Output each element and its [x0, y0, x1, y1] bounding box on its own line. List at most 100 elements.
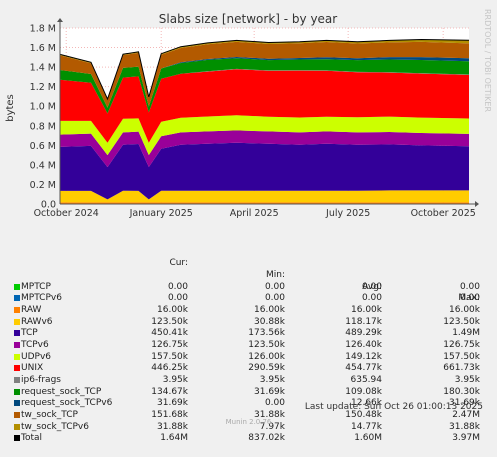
legend-min-value: 30.88k: [254, 316, 285, 327]
legend-header: Cur: Min: Avg: Max:: [14, 246, 490, 303]
legend-row: Total 1.64M 837.02k 1.60M 3.97M: [14, 433, 490, 445]
legend-cur-value: 3.95k: [162, 375, 188, 385]
chart-title: Slabs size [network] - by year: [159, 12, 337, 26]
legend-row: ip6-frags 3.95k 3.95k 635.94 3.95k: [14, 375, 490, 387]
area-tw-sock-tcp: [60, 41, 469, 108]
x-tick-label: October 2025: [411, 208, 476, 219]
legend-row: RAW 16.00k 16.00k 16.00k 16.00k: [14, 305, 490, 317]
legend-series-name: TCP: [21, 328, 38, 339]
legend-series-name: request_sock_TCP: [21, 386, 102, 397]
legend-series-name: TCPv6: [21, 339, 49, 350]
y-tick-label: 1.4 M: [30, 63, 56, 74]
legend-series-name: request_sock_TCPv6: [21, 398, 113, 409]
legend: Cur: Min: Avg: Max: MPTCP 0.00 0.00 0.00 0.0…: [14, 223, 490, 457]
legend-swatch: [14, 412, 20, 419]
legend-min-value: 0.00: [264, 293, 285, 304]
legend-avg-value: 0.00: [361, 281, 382, 292]
legend-row: MPTCPv6 0.00 0.00 0.00 0.00: [14, 293, 490, 305]
legend-max-value: 1.49M: [452, 328, 480, 339]
y-axis-arrow: [57, 18, 63, 22]
y-tick-label: 1.2 M: [30, 82, 56, 93]
legend-cur-value: 134.67k: [151, 386, 188, 397]
legend-max-value: 31.88k: [449, 421, 480, 432]
legend-swatch: [14, 365, 20, 372]
legend-max-value: 126.75k: [443, 339, 480, 350]
legend-avg-value: 126.40k: [345, 339, 382, 350]
legend-swatch: [14, 318, 20, 325]
legend-series-name: tw_sock_TCPv6: [21, 421, 89, 432]
legend-avg-value: 12.66k: [351, 398, 382, 409]
legend-avg-value: 118.17k: [345, 316, 382, 327]
x-tick-label: January 2025: [129, 208, 193, 219]
legend-row: UDPv6 157.50k 126.00k 149.12k 157.50k: [14, 352, 490, 364]
legend-max-value: 157.50k: [443, 351, 480, 362]
legend-min-value: 3.95k: [259, 375, 285, 385]
legend-cur-value: 0.00: [167, 281, 188, 292]
rrdtool-side-label: RRDTOOL / TOBI OETIKER: [483, 9, 492, 112]
legend-avg-value: 489.29k: [345, 328, 382, 339]
y-tick-label: 0.4 M: [30, 160, 56, 171]
area-udpv6: [60, 115, 469, 156]
legend-swatch: [14, 423, 20, 430]
x-tick-label: April 2025: [230, 208, 279, 219]
legend-max-value: 180.30k: [443, 386, 480, 397]
legend-max-value: 2.47M: [452, 410, 480, 421]
legend-cur-value: 0.00: [167, 293, 188, 304]
legend-min-value: 31.69k: [254, 386, 285, 397]
y-tick-label: 0.8 M: [30, 121, 56, 132]
legend-avg-value: 109.08k: [345, 386, 382, 397]
legend-row: tw_sock_TCPv6 31.88k 7.97k 14.77k 31.88k: [14, 422, 490, 434]
legend-max-value: 661.73k: [443, 363, 480, 374]
y-tick-label: 1.8 M: [30, 24, 56, 35]
x-tick-label: July 2025: [325, 208, 370, 219]
legend-max-value: 31.69k: [449, 398, 480, 409]
legend-cur-value: 446.25k: [151, 363, 188, 374]
munin-version: Munin 2.0.76: [225, 418, 272, 426]
y-tick-label: 1.0 M: [30, 102, 56, 113]
area-tcpv6: [60, 130, 469, 168]
header-avg: Avg:: [362, 281, 382, 292]
legend-cur-value: 1.64M: [160, 433, 188, 444]
header-min: Min:: [265, 269, 285, 280]
legend-swatch: [14, 306, 20, 313]
total-line: [59, 38, 470, 101]
legend-swatch: [14, 400, 20, 407]
legend-min-value: 837.02k: [248, 433, 285, 444]
legend-max-value: 0.00: [459, 293, 480, 304]
legend-swatch: [14, 377, 20, 383]
legend-avg-value: 14.77k: [351, 421, 382, 432]
legend-series-name: Total: [21, 433, 43, 444]
header-max: Max:: [458, 293, 480, 304]
legend-series-name: UDPv6: [21, 351, 51, 362]
legend-swatch: [14, 388, 20, 395]
legend-cur-value: 450.41k: [151, 328, 188, 339]
legend-max-value: 3.97M: [452, 433, 480, 444]
y-axis-label: bytes: [5, 94, 16, 122]
legend-avg-value: 454.77k: [345, 363, 382, 374]
legend-swatch: [14, 295, 20, 302]
legend-avg-value: 0.00: [361, 293, 382, 304]
legend-avg-value: 16.00k: [351, 304, 382, 315]
x-tick-label: October 2024: [34, 208, 99, 219]
area-unix: [60, 69, 469, 143]
x-axis-arrow: [475, 201, 479, 207]
legend-avg-value: 635.94: [350, 375, 383, 385]
area-request-sock-tcp: [60, 58, 469, 114]
legend-row: request_sock_TCPv6 31.69k 0.00 12.66k 31.69k: [14, 398, 490, 410]
legend-row: RAWv6 123.50k 30.88k 118.17k 123.50k: [14, 317, 490, 329]
legend-row: MPTCP 0.00 0.00 0.00 0.00: [14, 282, 490, 294]
legend-min-value: 290.59k: [248, 363, 285, 374]
legend-max-value: 16.00k: [449, 304, 480, 315]
legend-series-name: tw_sock_TCP: [21, 410, 78, 421]
y-tick-label: 0.2 M: [30, 180, 56, 191]
legend-series-name: UNIX: [21, 363, 44, 374]
legend-row: request_sock_TCP 134.67k 31.69k 109.08k 180.…: [14, 387, 490, 399]
legend-swatch: [14, 435, 20, 442]
legend-series-name: MPTCP: [21, 281, 51, 292]
legend-cur-value: 126.75k: [151, 339, 188, 350]
legend-avg-value: 149.12k: [345, 351, 382, 362]
y-tick-label: 0.6 M: [30, 141, 56, 152]
header-cur: Cur:: [169, 258, 188, 269]
legend-max-value: 0.00: [459, 281, 480, 292]
legend-cur-value: 16.00k: [157, 304, 188, 315]
